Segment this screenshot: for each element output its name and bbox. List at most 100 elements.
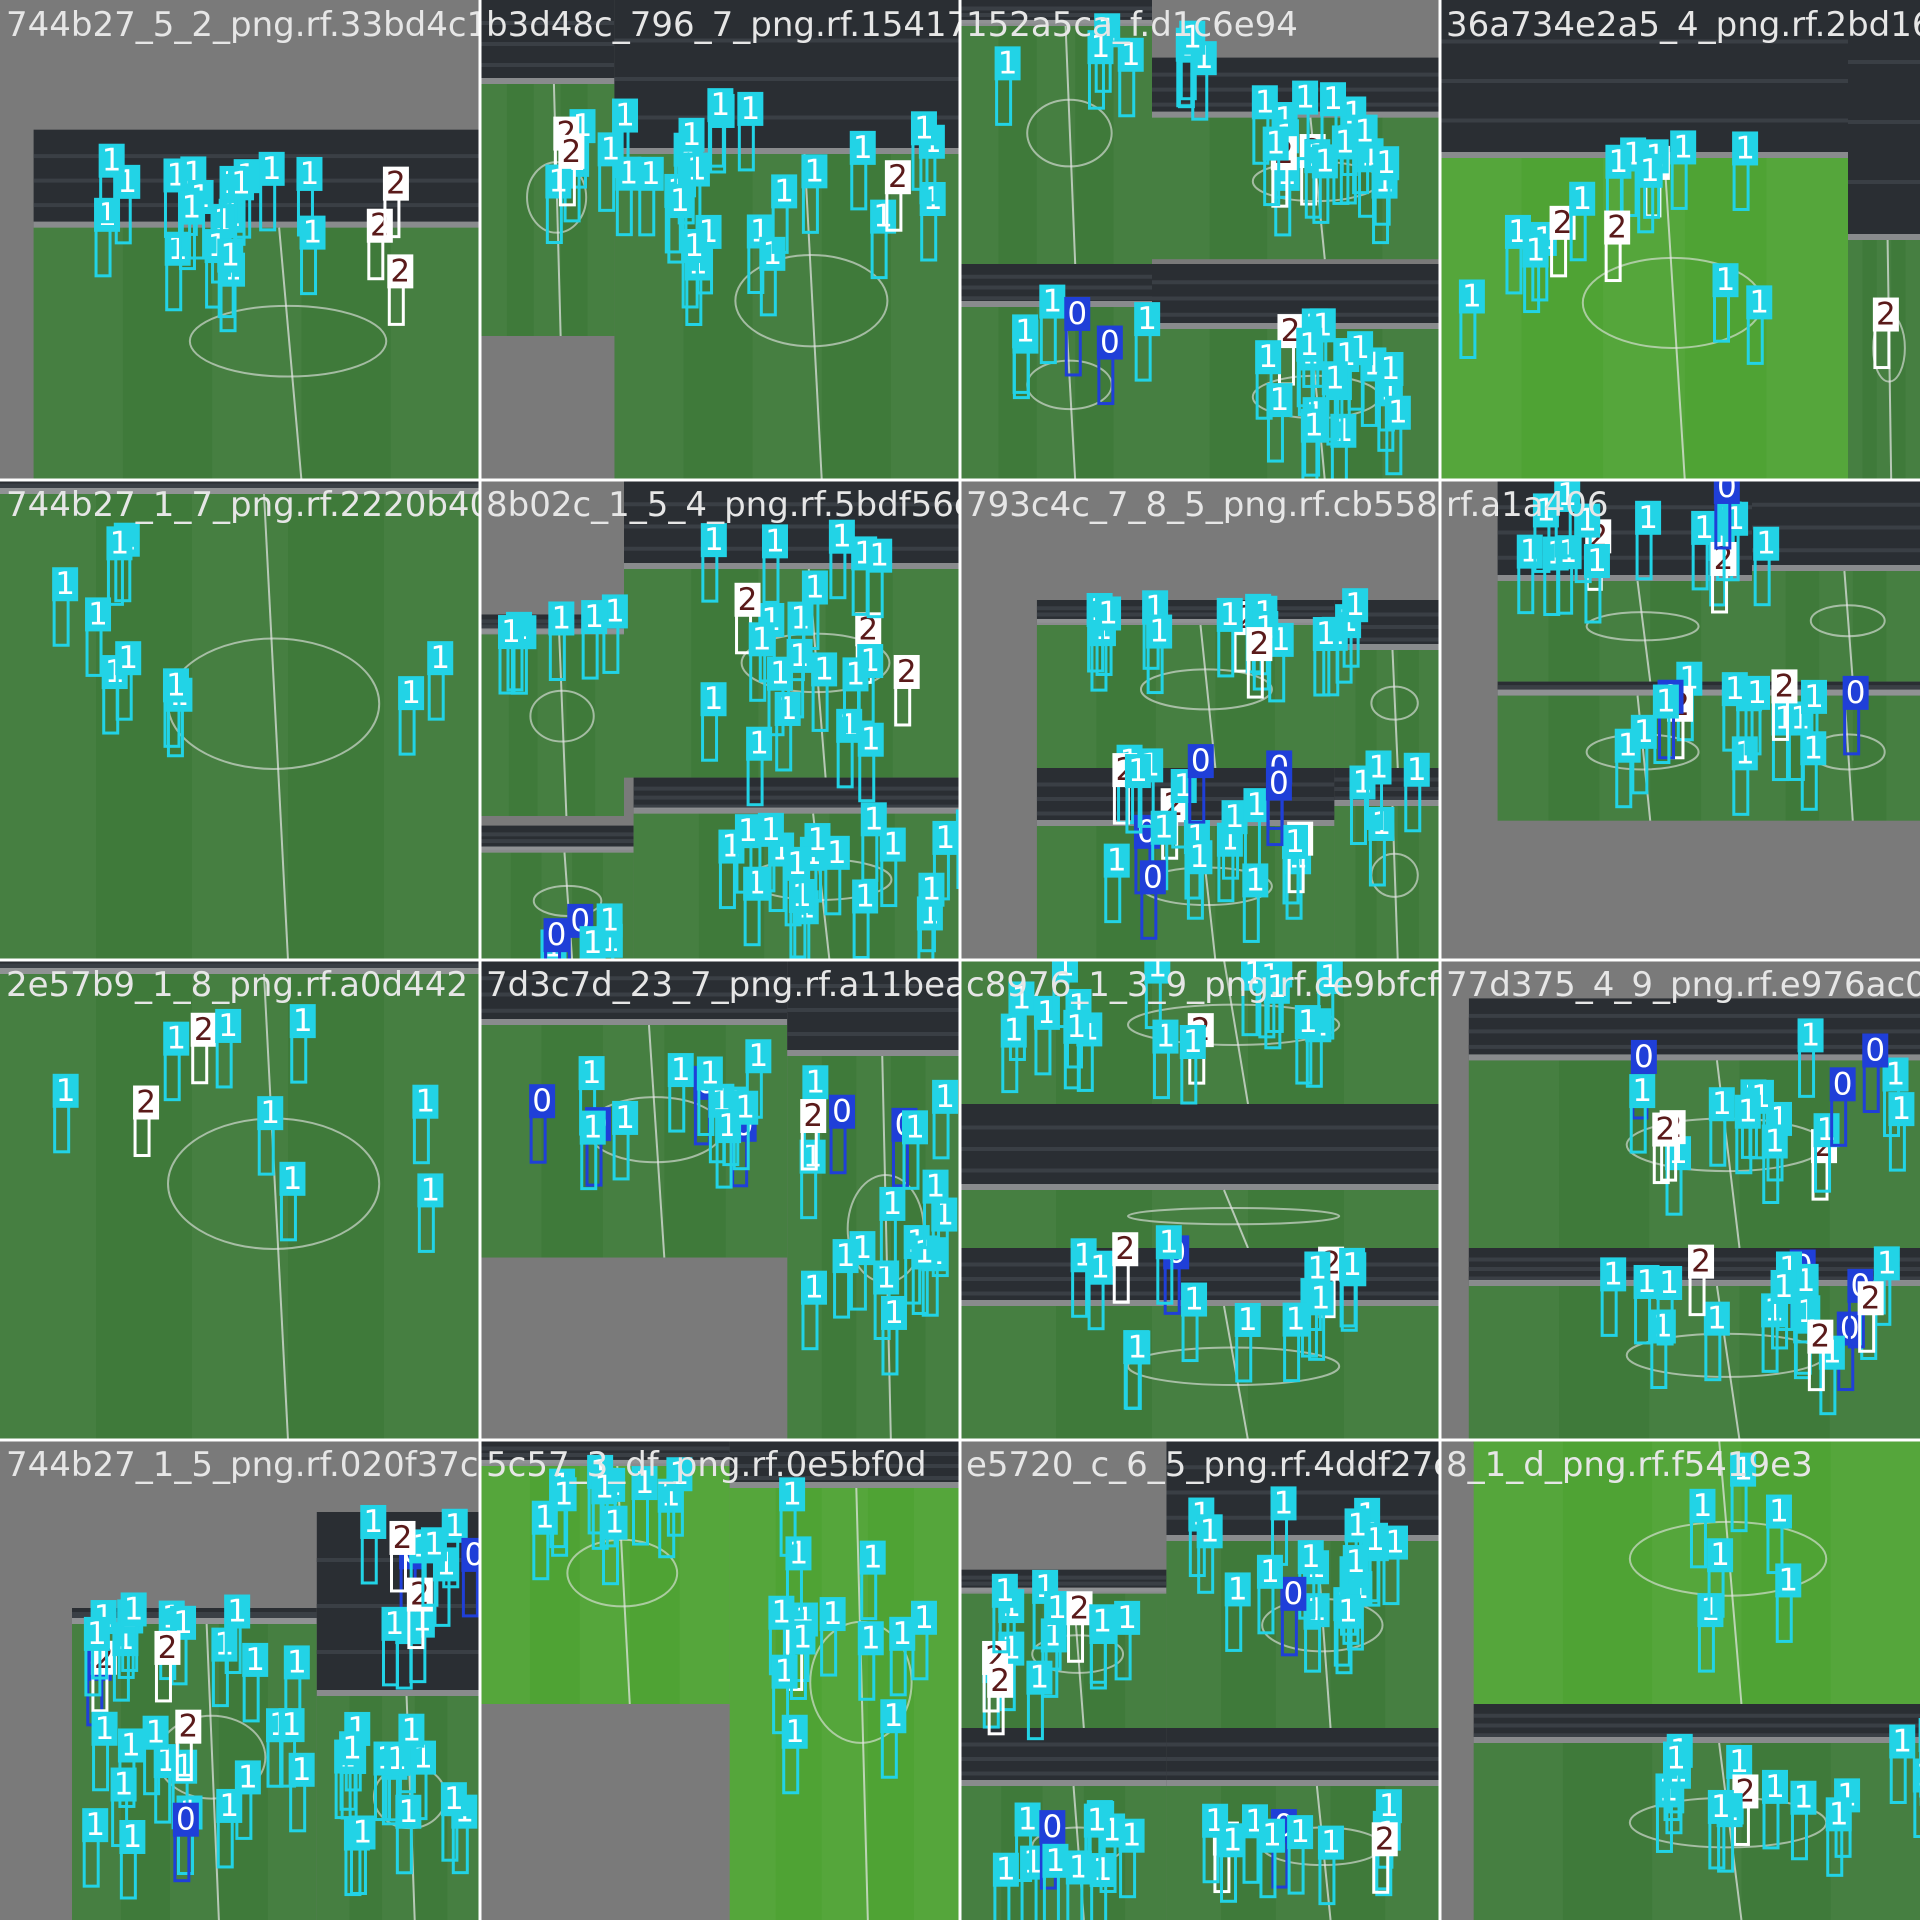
stands-row xyxy=(633,786,960,791)
detection-label-bg xyxy=(52,1073,79,1108)
mosaic-tile: 011100111110110110111111211111117d3c7d_2… xyxy=(480,960,988,1440)
pitch-stripe xyxy=(1036,625,1097,768)
detection-label-bg xyxy=(884,160,911,195)
detection-label: 1 xyxy=(1407,752,1427,788)
detection-label: 0 xyxy=(832,1094,852,1130)
halfway-line xyxy=(278,227,303,480)
center-circle xyxy=(1127,1206,1341,1226)
detection-label: 1 xyxy=(1258,339,1278,375)
pitch-stripe xyxy=(192,494,288,960)
detection-label-bg xyxy=(1219,1823,1246,1858)
detection-label: 1 xyxy=(996,1852,1016,1888)
detection-label-bg xyxy=(601,1505,628,1540)
detection-label-bg xyxy=(1287,1815,1314,1850)
stands-row xyxy=(1036,606,1335,611)
ad-board xyxy=(1036,619,1335,625)
detection-label-bg xyxy=(1063,1009,1090,1044)
detection-label: 1 xyxy=(1298,1004,1318,1040)
detection-label: 1 xyxy=(260,1095,280,1131)
detection-label-bg xyxy=(98,143,125,178)
detection-label: 1 xyxy=(594,1469,614,1505)
detection-label-bg xyxy=(666,1457,693,1492)
detection-label: 1 xyxy=(936,820,956,856)
detection-label: 1 xyxy=(1069,1849,1089,1885)
detection-label: 1 xyxy=(385,1606,405,1642)
detection-label-bg xyxy=(1234,1302,1261,1337)
pitch-stripe xyxy=(1905,240,1920,480)
detection-label: 0 xyxy=(1833,1066,1853,1102)
detection-label: 1 xyxy=(282,1707,302,1743)
detection-label: 1 xyxy=(1916,1757,1920,1793)
detection-label-bg xyxy=(591,1470,618,1505)
detection-label: 2 xyxy=(1115,1231,1135,1267)
detection-label: 1 xyxy=(1618,728,1638,764)
detection-label-bg xyxy=(1335,1594,1362,1629)
detection-label-bg xyxy=(381,1606,408,1641)
pitch-stripe xyxy=(960,307,999,480)
detection-label-bg xyxy=(842,657,869,692)
tile-filename: 36a734e2a5_4_png.rf.2bd16e6 xyxy=(1446,5,1920,45)
stands-row xyxy=(729,1464,960,1468)
stands-row xyxy=(0,483,480,488)
pitch-stripe xyxy=(1418,806,1440,960)
detection-label-bg xyxy=(216,1788,243,1823)
detection-label-bg xyxy=(1765,1494,1792,1529)
padding-area xyxy=(1440,960,1469,1018)
pitch-stripe xyxy=(1886,695,1920,821)
detection-label: 1 xyxy=(1255,84,1275,120)
detection-label-bg xyxy=(578,1056,605,1091)
detection-label: 1 xyxy=(166,1021,186,1057)
detection-label: 1 xyxy=(1004,1013,1024,1049)
detection-label-bg xyxy=(779,1477,806,1512)
detection-label-bg xyxy=(1246,627,1273,662)
detection-label-bg xyxy=(880,1295,907,1330)
detection-label-bg xyxy=(1583,544,1610,579)
detection-label: 2 xyxy=(1691,1244,1711,1280)
mosaic-tile: 1211111111111111111112111101211111c8976_… xyxy=(960,960,1440,1440)
detection-label-bg xyxy=(1095,596,1122,631)
detection-label-bg xyxy=(339,1731,366,1766)
detection-label: 1 xyxy=(772,1595,792,1631)
detection-label-bg xyxy=(1365,750,1392,785)
detection-label: 1 xyxy=(761,812,781,848)
detection-label: 1 xyxy=(869,538,889,574)
ad-board xyxy=(1848,234,1920,240)
detection-label: 1 xyxy=(1315,143,1335,179)
detection-label: 1 xyxy=(1247,787,1267,823)
detection-label: 1 xyxy=(174,1749,194,1785)
detection-label-bg xyxy=(1918,1718,1920,1753)
ad-board xyxy=(1473,1737,1920,1743)
detection-label-bg xyxy=(1771,669,1798,704)
detection-label: 1 xyxy=(914,1234,934,1270)
detection-label-bg xyxy=(829,1094,856,1129)
detection-label: 1 xyxy=(853,130,873,166)
detection-label: 1 xyxy=(1042,284,1062,320)
tile-divider xyxy=(1438,0,1442,1920)
detection-label-bg xyxy=(1807,1319,1834,1354)
detection-label-bg xyxy=(1801,679,1828,714)
pitch-stripe xyxy=(960,1306,1056,1440)
detection-label-bg xyxy=(52,567,79,602)
detection-label-bg xyxy=(597,132,624,167)
detection-label: 1 xyxy=(1301,1539,1321,1575)
center-circle xyxy=(1026,98,1113,168)
detection-label-bg xyxy=(1263,969,1290,1004)
pitch-stripe xyxy=(1473,1440,1563,1704)
detection-label: 1 xyxy=(1886,1057,1906,1093)
detection-label-bg xyxy=(1181,1282,1208,1317)
detection-label-bg xyxy=(1044,1591,1071,1626)
detection-label-bg xyxy=(1144,960,1171,984)
detection-label-bg xyxy=(901,1110,928,1145)
detection-label: 1 xyxy=(1270,382,1290,418)
detection-label-bg xyxy=(1103,843,1130,878)
detection-label: 1 xyxy=(287,1644,307,1680)
detection-label: 1 xyxy=(110,525,130,561)
tile-filename: 7d3c7d_23_7_png.rf.a11bea8 xyxy=(486,965,988,1005)
stands-row xyxy=(1334,787,1440,791)
detection-label: 1 xyxy=(805,1064,825,1100)
stands-row xyxy=(1497,505,1752,510)
detection-label: 1 xyxy=(892,1616,912,1652)
padding-area xyxy=(0,1440,480,1512)
detection-label-bg xyxy=(910,1600,937,1635)
stands-row xyxy=(614,77,960,81)
